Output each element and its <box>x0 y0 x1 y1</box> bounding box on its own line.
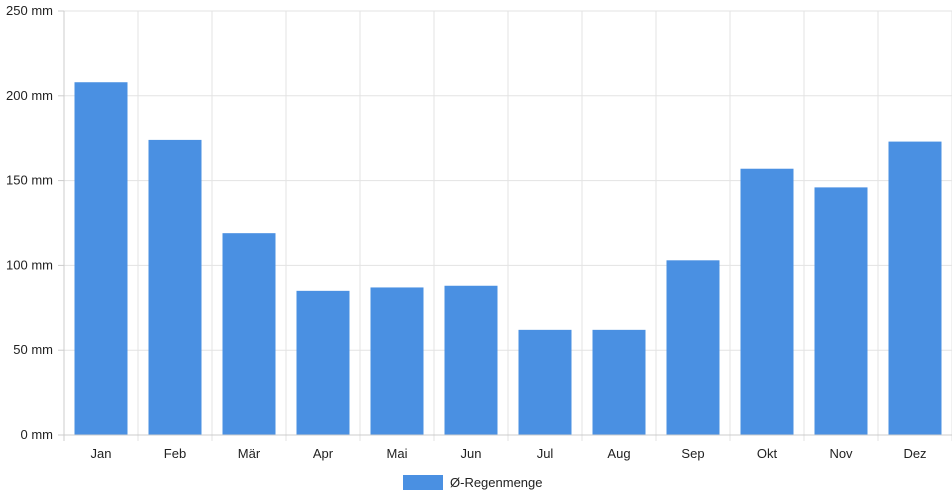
x-tick-label: Apr <box>313 446 334 461</box>
bar-Mär[interactable] <box>222 233 276 435</box>
x-axis: Jan Feb Mär Apr Mai Jun Jul Aug Sep Okt Nov Dez <box>64 434 952 461</box>
bar-Feb[interactable] <box>148 139 202 435</box>
y-tick-label: 150 mm <box>6 173 53 188</box>
bar-Dez[interactable] <box>888 141 942 436</box>
x-tick-label: Jul <box>537 446 554 461</box>
x-tick-label: Feb <box>164 446 186 461</box>
bar-Jun[interactable] <box>444 285 498 435</box>
x-tick-label: Dez <box>903 446 926 461</box>
bar-Aug[interactable] <box>592 329 646 435</box>
x-tick-label: Mai <box>387 446 408 461</box>
y-tick-label: 50 mm <box>13 342 53 357</box>
legend-swatch[interactable] <box>403 475 443 490</box>
bar-Nov[interactable] <box>814 187 868 435</box>
bar-series <box>74 82 942 436</box>
legend[interactable]: Ø-Regenmenge <box>403 475 543 490</box>
x-tick-label: Okt <box>757 446 778 461</box>
x-tick-label: Jan <box>91 446 112 461</box>
x-tick-label: Aug <box>607 446 630 461</box>
bar-Apr[interactable] <box>296 290 350 435</box>
y-tick-label: 250 mm <box>6 3 53 18</box>
y-tick-label: 0 mm <box>21 427 54 442</box>
x-tick-label: Mär <box>238 446 261 461</box>
bar-Sep[interactable] <box>666 260 720 435</box>
y-tick-label: 200 mm <box>6 88 53 103</box>
bar-Jul[interactable] <box>518 329 572 435</box>
bar-Okt[interactable] <box>740 168 794 435</box>
bar-Jan[interactable] <box>74 82 128 436</box>
grid-lines <box>63 10 952 441</box>
x-tick-label: Jun <box>461 446 482 461</box>
y-axis: 0 mm 50 mm 100 mm 150 mm 200 mm 250 mm <box>6 3 64 442</box>
y-tick-label: 100 mm <box>6 257 53 272</box>
x-tick-label: Sep <box>681 446 704 461</box>
bar-Mai[interactable] <box>370 287 424 435</box>
x-tick-label: Nov <box>829 446 853 461</box>
legend-label[interactable]: Ø-Regenmenge <box>450 475 543 490</box>
